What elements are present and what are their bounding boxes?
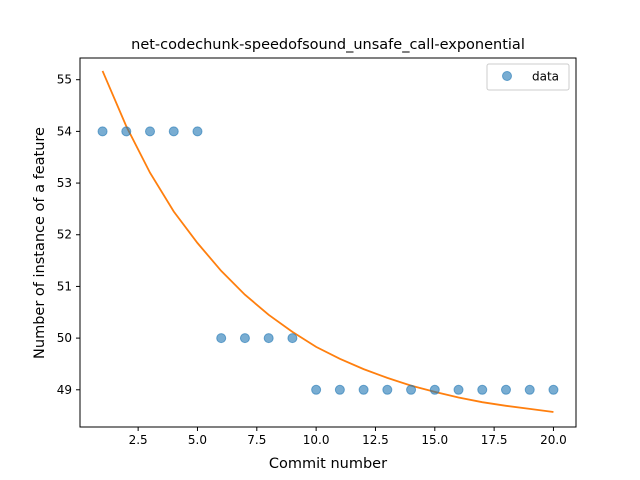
legend-label-data: data xyxy=(532,70,559,84)
legend: data xyxy=(486,63,570,91)
data-point xyxy=(406,384,417,395)
data-point xyxy=(382,384,393,395)
data-point xyxy=(453,384,464,395)
data-point xyxy=(429,384,440,395)
x-axis: 2.5 5.0 7.5 10.0 12.5 15.0 17.5 20.0 xyxy=(129,427,567,447)
data-point xyxy=(239,333,250,344)
data-point xyxy=(168,126,179,137)
chart-title: net-codechunk-speedofsound_unsafe_call-e… xyxy=(131,37,525,53)
fit-curve xyxy=(101,70,554,413)
y-axis: 49 50 51 52 53 54 55 xyxy=(57,73,80,397)
data-point xyxy=(524,384,535,395)
y-tick-label: 52 xyxy=(57,228,72,242)
data-point xyxy=(192,126,203,137)
x-tick-label: 15.0 xyxy=(421,433,448,447)
x-tick-label: 2.5 xyxy=(129,433,148,447)
y-axis-label: Number of instance of a feature xyxy=(32,127,48,359)
x-tick-label: 5.0 xyxy=(188,433,207,447)
data-point xyxy=(477,384,488,395)
data-point xyxy=(145,126,156,137)
y-tick-label: 53 xyxy=(57,176,72,190)
data-point xyxy=(548,384,559,395)
y-tick-label: 50 xyxy=(57,331,72,345)
data-point xyxy=(334,384,345,395)
x-tick-label: 7.5 xyxy=(247,433,266,447)
data-point xyxy=(311,384,322,395)
legend-marker-data xyxy=(502,71,512,81)
y-tick-label: 49 xyxy=(57,383,72,397)
y-tick-label: 51 xyxy=(57,279,72,293)
plot-area xyxy=(97,70,559,413)
x-tick-label: 17.5 xyxy=(481,433,508,447)
data-point xyxy=(287,333,298,344)
x-tick-label: 12.5 xyxy=(362,433,389,447)
data-point xyxy=(121,126,132,137)
data-point xyxy=(97,126,108,137)
data-point xyxy=(216,333,227,344)
data-point xyxy=(500,384,511,395)
x-tick-label: 20.0 xyxy=(540,433,567,447)
axes-frame xyxy=(79,57,577,428)
data-point xyxy=(263,333,274,344)
legend-box xyxy=(486,63,570,91)
x-axis-label: Commit number xyxy=(269,456,387,472)
x-tick-label: 10.0 xyxy=(303,433,330,447)
data-point xyxy=(358,384,369,395)
y-tick-label: 54 xyxy=(57,124,72,138)
y-tick-label: 55 xyxy=(57,73,72,87)
